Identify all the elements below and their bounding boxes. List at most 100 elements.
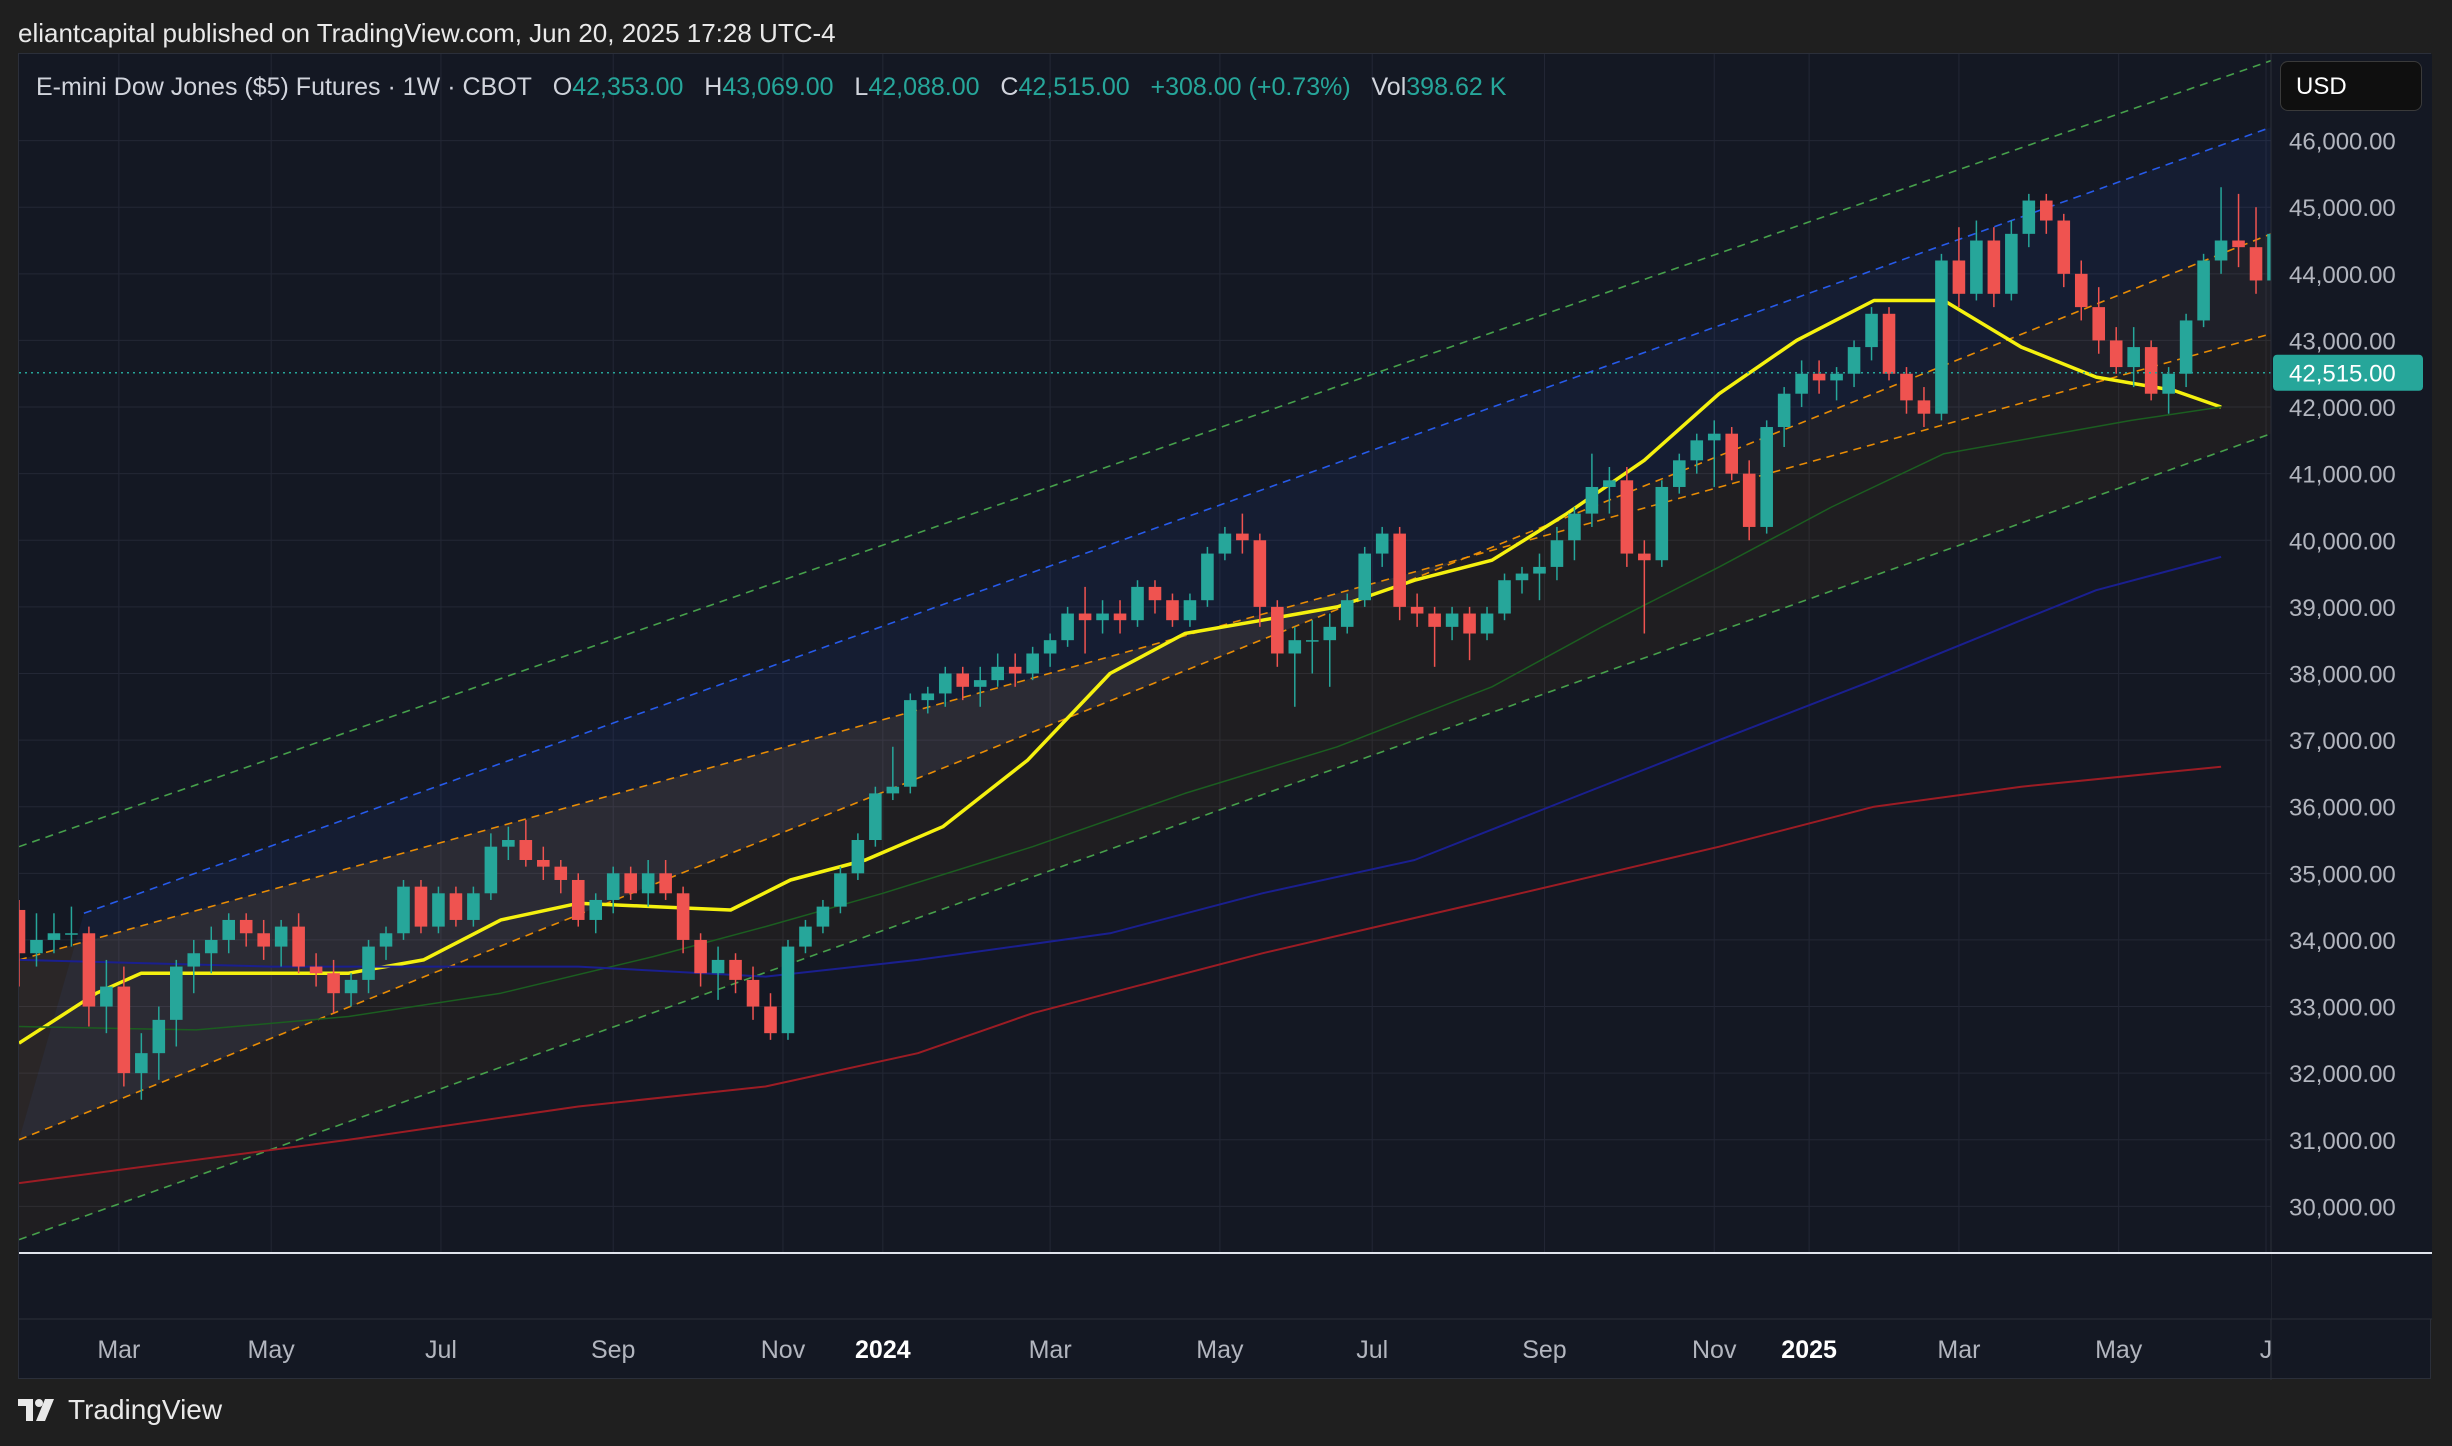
candle-body <box>204 939 218 954</box>
candle-body <box>1655 486 1669 561</box>
candle-body <box>2074 273 2088 308</box>
candle-body <box>1253 540 1267 607</box>
volume-value: 398.62 K <box>1406 73 1507 101</box>
candle-body <box>746 979 760 1007</box>
price-scale-bg <box>2271 54 2432 1319</box>
candle-body <box>571 879 585 920</box>
candle-body <box>1043 640 1057 654</box>
candle-body <box>2040 200 2053 221</box>
x-tick-label: Nov <box>1692 1336 1737 1364</box>
candle-body <box>1498 580 1511 614</box>
y-tick-label: 34,000.00 <box>2289 928 2396 955</box>
open-value: 42,353.00 <box>572 73 684 101</box>
candle-body <box>484 846 498 894</box>
y-tick-label: 37,000.00 <box>2289 728 2396 755</box>
candle-body <box>2197 260 2210 321</box>
candle-body <box>1026 653 1039 674</box>
candle-body <box>2162 373 2175 394</box>
candle-body <box>1725 433 1739 474</box>
candle-body <box>1288 640 1302 654</box>
candle-body <box>19 909 26 954</box>
candle-body <box>921 693 935 701</box>
high-label: H <box>704 73 723 101</box>
currency-button[interactable]: USD <box>2280 61 2422 111</box>
candle-body <box>606 873 620 900</box>
x-tick-label: J <box>2260 1336 2273 1364</box>
candle-body <box>1480 613 1494 634</box>
candle-body <box>1340 600 1354 627</box>
x-tick-label: May <box>2095 1336 2143 1364</box>
x-tick-label: Mar <box>1029 1336 1072 1364</box>
low-value: 42,088.00 <box>868 73 980 101</box>
change-value: +308.00 (+0.73%) <box>1150 73 1351 101</box>
x-tick-label: Jul <box>425 1336 457 1364</box>
candle-body <box>1672 460 1686 487</box>
candle-body <box>1638 553 1651 561</box>
candle-body <box>1865 313 1878 348</box>
chart-panel[interactable]: 30,000.00 31,000.00 32,000.00 33,000.00 34,0… <box>18 53 2432 1380</box>
candle-body <box>554 866 568 880</box>
tradingview-logo-icon <box>18 1399 54 1421</box>
candle-body <box>1113 613 1127 621</box>
candle-body <box>694 939 707 974</box>
candle-body <box>1201 553 1214 601</box>
y-tick-label: 36,000.00 <box>2289 795 2396 822</box>
channel-line <box>19 432 2272 1241</box>
price-chart[interactable]: 30,000.00 31,000.00 32,000.00 33,000.00 34,0… <box>19 54 2432 1380</box>
candle-body <box>152 1019 166 1054</box>
x-tick-label: Jul <box>1356 1336 1388 1364</box>
y-tick-label: 39,000.00 <box>2289 595 2396 622</box>
candle-body <box>537 859 550 867</box>
candle-body <box>1271 606 1284 654</box>
candle-body <box>1935 260 1948 414</box>
volume-label: Vol <box>1371 73 1407 101</box>
candle-body <box>239 919 253 934</box>
y-tick-label: 32,000.00 <box>2289 1061 2396 1088</box>
candle-body <box>135 1053 148 1074</box>
y-tick-label: 31,000.00 <box>2289 1128 2396 1155</box>
candle-body <box>1620 480 1634 554</box>
close-label: C <box>1000 73 1019 101</box>
last-price-badge <box>2273 354 2423 391</box>
candle-body <box>1533 566 1546 574</box>
candle-body <box>1218 533 1232 554</box>
candle-body <box>711 959 725 974</box>
candle-body <box>781 946 795 1034</box>
candle-body <box>1131 586 1144 621</box>
candle-body <box>362 946 375 980</box>
y-tick-label: 40,000.00 <box>2289 528 2396 555</box>
candle-body <box>65 933 78 935</box>
y-tick-label: 33,000.00 <box>2289 995 2396 1022</box>
candle-body <box>1970 240 1983 294</box>
candle-body <box>502 840 515 847</box>
candle-body <box>2092 307 2106 341</box>
candle-body <box>2249 247 2263 281</box>
candle-body <box>938 673 952 694</box>
x-tick-label: May <box>248 1336 296 1364</box>
candle-body <box>100 986 113 1007</box>
candle-body <box>624 873 637 894</box>
published-caption: eliantcapital published on TradingView.c… <box>18 18 836 48</box>
candle-body <box>1812 373 1826 381</box>
candle-body <box>2179 320 2193 374</box>
candle-body <box>379 933 393 947</box>
candle-body <box>1183 600 1197 621</box>
candle-body <box>2057 220 2071 274</box>
candle-body <box>869 793 882 841</box>
moving-average-line <box>19 555 2222 978</box>
x-tick-label: Sep <box>1522 1336 1566 1364</box>
candle-body <box>1830 373 1843 381</box>
footer-brand[interactable]: TradingView <box>18 1393 222 1427</box>
candle-body <box>729 959 742 980</box>
x-tick-label: 2025 <box>1781 1336 1837 1364</box>
symbol-name[interactable]: E-mini Dow Jones ($5) Futures · 1W · CBO… <box>36 73 532 101</box>
moving-average-line <box>19 298 2222 1045</box>
candle-body <box>467 893 480 920</box>
candle-body <box>1917 400 1931 414</box>
candle-body <box>1305 640 1319 642</box>
candle-body <box>1463 613 1476 634</box>
channel-line <box>19 233 2272 1141</box>
candle-body <box>1096 613 1109 621</box>
candle-body <box>834 873 847 907</box>
candle-body <box>1900 373 1913 401</box>
